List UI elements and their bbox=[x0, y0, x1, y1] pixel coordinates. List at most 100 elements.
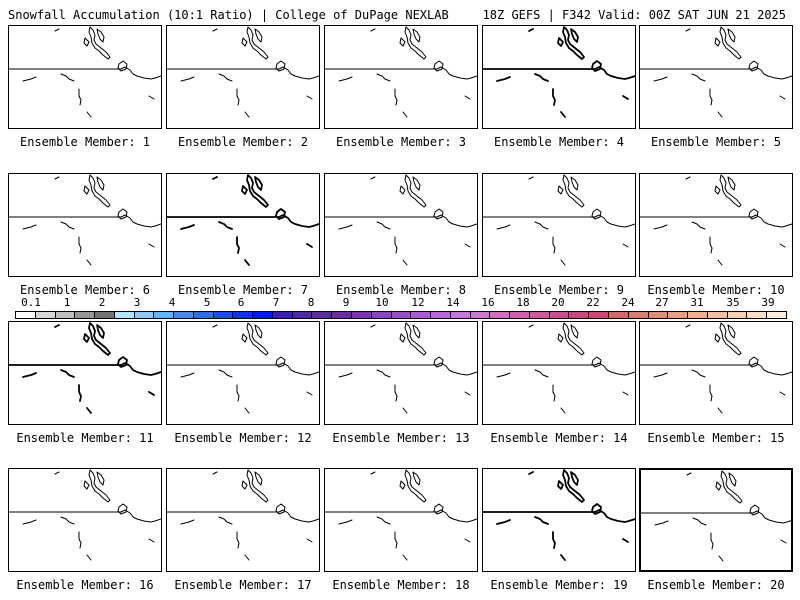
colorbar-swatch-31 bbox=[608, 312, 629, 318]
run-valid-time: 18Z GEFS | F342 Valid: 00Z SAT JUN 21 20… bbox=[482, 8, 786, 22]
ensemble-member-panel-6[interactable]: Ensemble Member: 6 bbox=[8, 173, 162, 297]
ensemble-member-panel-10[interactable]: Ensemble Member: 10 bbox=[639, 173, 793, 297]
colorbar-swatch-22 bbox=[431, 312, 451, 318]
colorbar-swatch-32 bbox=[628, 312, 649, 318]
colorbar-swatch-35 bbox=[688, 312, 708, 318]
colorbar-swatch-28 bbox=[549, 312, 570, 318]
colorbar-swatch-29 bbox=[569, 312, 590, 318]
ensemble-member-label-13: Ensemble Member: 13 bbox=[332, 431, 470, 445]
ensemble-member-panel-4[interactable]: Ensemble Member: 4 bbox=[482, 25, 636, 149]
colorbar-tick-label: 12 bbox=[411, 296, 425, 309]
colorbar-tick-label: 0.1 bbox=[21, 296, 41, 309]
ensemble-map-13[interactable] bbox=[324, 321, 478, 425]
ensemble-member-panel-15[interactable]: Ensemble Member: 15 bbox=[639, 321, 793, 445]
ensemble-member-label-20: Ensemble Member: 20 bbox=[647, 578, 785, 592]
colorbar-swatch-16 bbox=[312, 312, 333, 318]
colorbar-swatch-7 bbox=[134, 312, 155, 318]
ensemble-member-panel-17[interactable]: Ensemble Member: 17 bbox=[166, 468, 320, 592]
ensemble-map-11[interactable] bbox=[8, 321, 162, 425]
colorbar-swatch-11 bbox=[213, 312, 234, 318]
ensemble-map-5[interactable] bbox=[639, 25, 793, 129]
ensemble-member-panel-18[interactable]: Ensemble Member: 18 bbox=[324, 468, 478, 592]
ensemble-member-label-6: Ensemble Member: 6 bbox=[19, 283, 151, 297]
ensemble-map-4[interactable] bbox=[482, 25, 636, 129]
ensemble-map-10[interactable] bbox=[639, 173, 793, 277]
colorbar-tick-label: 2 bbox=[98, 296, 106, 309]
colorbar-swatch-21 bbox=[411, 312, 432, 318]
colorbar-swatch-39 bbox=[767, 312, 786, 318]
ensemble-member-panel-20[interactable]: Ensemble Member: 20 bbox=[639, 468, 793, 592]
ensemble-member-label-4: Ensemble Member: 4 bbox=[493, 135, 625, 149]
colorbar-swatch-19 bbox=[371, 312, 392, 318]
colorbar-swatch-3 bbox=[55, 312, 76, 318]
ensemble-member-panel-14[interactable]: Ensemble Member: 14 bbox=[482, 321, 636, 445]
colorbar-swatch-37 bbox=[727, 312, 748, 318]
ensemble-map-6[interactable] bbox=[8, 173, 162, 277]
ensemble-member-panel-13[interactable]: Ensemble Member: 13 bbox=[324, 321, 478, 445]
colorbar-tick-label: 18 bbox=[516, 296, 530, 309]
ensemble-member-panel-12[interactable]: Ensemble Member: 12 bbox=[166, 321, 320, 445]
colorbar-swatch-15 bbox=[292, 312, 313, 318]
ensemble-member-label-11: Ensemble Member: 11 bbox=[16, 431, 154, 445]
colorbar-swatch-33 bbox=[648, 312, 669, 318]
colorbar-tick-label: 16 bbox=[481, 296, 495, 309]
ensemble-map-18[interactable] bbox=[324, 468, 478, 572]
colorbar-tick-label: 9 bbox=[342, 296, 350, 309]
chart-title: Snowfall Accumulation (10:1 Ratio) | Col… bbox=[8, 8, 449, 22]
colorbar-tick-label: 14 bbox=[446, 296, 460, 309]
ensemble-member-label-12: Ensemble Member: 12 bbox=[174, 431, 312, 445]
ensemble-map-7[interactable] bbox=[166, 173, 320, 277]
colorbar-swatch-38 bbox=[747, 312, 768, 318]
colorbar-swatch-34 bbox=[668, 312, 689, 318]
ensemble-member-panel-19[interactable]: Ensemble Member: 19 bbox=[482, 468, 636, 592]
ensemble-map-1[interactable] bbox=[8, 25, 162, 129]
colorbar-tick-label: 10 bbox=[375, 296, 389, 309]
ensemble-map-12[interactable] bbox=[166, 321, 320, 425]
ensemble-map-9[interactable] bbox=[482, 173, 636, 277]
ensemble-member-label-3: Ensemble Member: 3 bbox=[335, 135, 467, 149]
ensemble-member-panel-3[interactable]: Ensemble Member: 3 bbox=[324, 25, 478, 149]
ensemble-map-19[interactable] bbox=[482, 468, 636, 572]
ensemble-member-label-15: Ensemble Member: 15 bbox=[647, 431, 785, 445]
ensemble-member-label-2: Ensemble Member: 2 bbox=[177, 135, 309, 149]
colorbar-swatch-13 bbox=[253, 312, 273, 318]
colorbar-tick-label: 20 bbox=[551, 296, 565, 309]
ensemble-map-16[interactable] bbox=[8, 468, 162, 572]
ensemble-member-panel-16[interactable]: Ensemble Member: 16 bbox=[8, 468, 162, 592]
ensemble-member-label-10: Ensemble Member: 10 bbox=[647, 283, 785, 297]
colorbar-swatch-2 bbox=[35, 312, 56, 318]
ensemble-member-label-7: Ensemble Member: 7 bbox=[177, 283, 309, 297]
ensemble-member-label-14: Ensemble Member: 14 bbox=[490, 431, 628, 445]
colorbar-swatch-30 bbox=[589, 312, 609, 318]
colorbar-swatch-14 bbox=[272, 312, 293, 318]
ensemble-map-14[interactable] bbox=[482, 321, 636, 425]
colorbar-swatch-1 bbox=[16, 312, 36, 318]
ensemble-map-20[interactable] bbox=[639, 468, 793, 572]
ensemble-map-17[interactable] bbox=[166, 468, 320, 572]
ensemble-member-label-8: Ensemble Member: 8 bbox=[335, 283, 467, 297]
colorbar-swatch-24 bbox=[470, 312, 491, 318]
ensemble-member-panel-1[interactable]: Ensemble Member: 1 bbox=[8, 25, 162, 149]
colorbar-swatch-8 bbox=[154, 312, 175, 318]
colorbar-tick-label: 35 bbox=[726, 296, 740, 309]
ensemble-member-panel-9[interactable]: Ensemble Member: 9 bbox=[482, 173, 636, 297]
colorbar-swatch-26 bbox=[510, 312, 530, 318]
ensemble-member-panel-11[interactable]: Ensemble Member: 11 bbox=[8, 321, 162, 445]
ensemble-map-8[interactable] bbox=[324, 173, 478, 277]
ensemble-member-label-17: Ensemble Member: 17 bbox=[174, 578, 312, 592]
ensemble-member-label-9: Ensemble Member: 9 bbox=[493, 283, 625, 297]
ensemble-member-panel-5[interactable]: Ensemble Member: 5 bbox=[639, 25, 793, 149]
colorbar-tick-label: 4 bbox=[168, 296, 176, 309]
colorbar-labels: 0.1 1 2 3 4 5 6 7 8 9 10 12 14 16 18 20 22 24 27 31 35 39 bbox=[0, 296, 800, 309]
ensemble-member-panel-2[interactable]: Ensemble Member: 2 bbox=[166, 25, 320, 149]
colorbar-tick-label: 7 bbox=[272, 296, 280, 309]
colorbar-swatch-27 bbox=[529, 312, 550, 318]
ensemble-map-15[interactable] bbox=[639, 321, 793, 425]
ensemble-member-panel-8[interactable]: Ensemble Member: 8 bbox=[324, 173, 478, 297]
ensemble-map-3[interactable] bbox=[324, 25, 478, 129]
ensemble-map-2[interactable] bbox=[166, 25, 320, 129]
ensemble-member-panel-7[interactable]: Ensemble Member: 7 bbox=[166, 173, 320, 297]
colorbar-swatch-23 bbox=[450, 312, 471, 318]
ensemble-member-label-5: Ensemble Member: 5 bbox=[650, 135, 782, 149]
